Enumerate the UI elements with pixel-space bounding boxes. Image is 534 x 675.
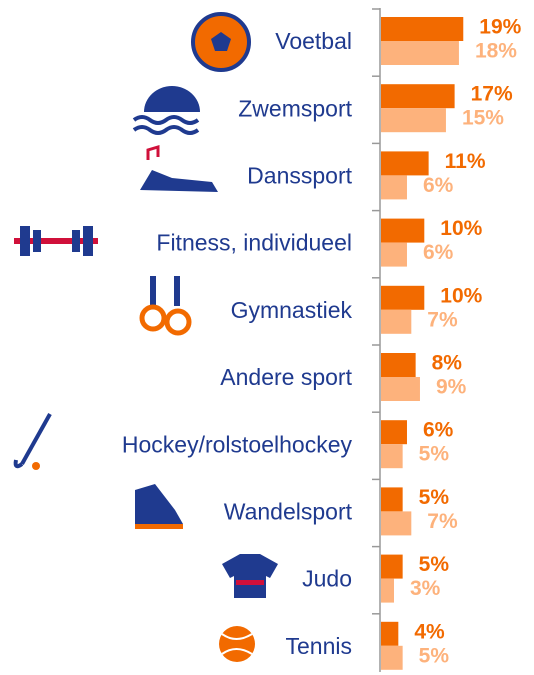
- judo-jacket: [222, 554, 278, 598]
- walking-shoe: [135, 484, 183, 524]
- value-label: 7%: [427, 308, 458, 331]
- bar: [381, 578, 394, 603]
- value-label: 5%: [419, 443, 450, 466]
- value-label: 5%: [419, 644, 450, 667]
- football-patch: [211, 32, 231, 51]
- bar: [381, 84, 455, 109]
- category-label: Judo: [302, 566, 352, 592]
- category-label: Voetbal: [275, 28, 352, 54]
- swim-cap: [144, 86, 200, 112]
- value-label: 3%: [410, 577, 441, 600]
- category-label: Gymnastiek: [231, 297, 353, 323]
- bar: [381, 41, 459, 65]
- dumbbell: [14, 226, 98, 256]
- category-label: Zwemsport: [238, 95, 352, 121]
- value-label: 4%: [414, 620, 445, 643]
- value-label: 6%: [423, 174, 454, 197]
- category-label: Tennis: [286, 633, 352, 659]
- category-label: Fitness, individueel: [156, 230, 352, 256]
- hockey-stick: [13, 413, 52, 470]
- category-label: Wandelsport: [224, 498, 353, 524]
- bar: [381, 353, 416, 377]
- bar: [381, 218, 425, 243]
- value-label: 5%: [419, 486, 450, 509]
- value-label: 10%: [440, 284, 482, 307]
- value-label: 8%: [432, 352, 463, 375]
- value-label: 5%: [419, 553, 450, 576]
- bar: [381, 242, 407, 267]
- value-label: 6%: [423, 419, 454, 442]
- bar: [381, 645, 403, 670]
- bar: [381, 621, 399, 646]
- bar: [381, 17, 464, 41]
- value-label: 6%: [423, 241, 454, 264]
- category-label: Andere sport: [220, 364, 352, 390]
- value-label: 17%: [471, 83, 513, 106]
- swim-waves: [132, 115, 200, 135]
- shoe-sole: [135, 524, 183, 529]
- value-label: 9%: [436, 376, 467, 399]
- dance-shoe: [140, 170, 218, 192]
- value-label: 18%: [475, 40, 517, 63]
- note: [146, 144, 160, 160]
- value-label: 7%: [427, 510, 458, 533]
- rings: [139, 276, 192, 336]
- value-label: 10%: [440, 217, 482, 240]
- bar: [381, 285, 425, 310]
- bar: [381, 420, 407, 445]
- category-label: Hockey/rolstoelhockey: [122, 431, 353, 457]
- category-label: Danssport: [247, 162, 352, 188]
- bar: [381, 108, 446, 133]
- bar: [381, 377, 420, 401]
- tennis-seam: [221, 633, 253, 655]
- bar: [381, 309, 412, 334]
- bar: [381, 151, 429, 176]
- bar: [381, 554, 403, 579]
- tennis-ball: [219, 626, 255, 662]
- icons: [13, 12, 278, 662]
- bar: [381, 487, 403, 512]
- bar: [381, 175, 407, 200]
- bar: [381, 444, 403, 469]
- value-label: 19%: [479, 16, 521, 39]
- value-label: 11%: [445, 150, 486, 173]
- value-label: 15%: [462, 107, 504, 130]
- bar: [381, 511, 412, 536]
- judo-belt: [236, 580, 264, 585]
